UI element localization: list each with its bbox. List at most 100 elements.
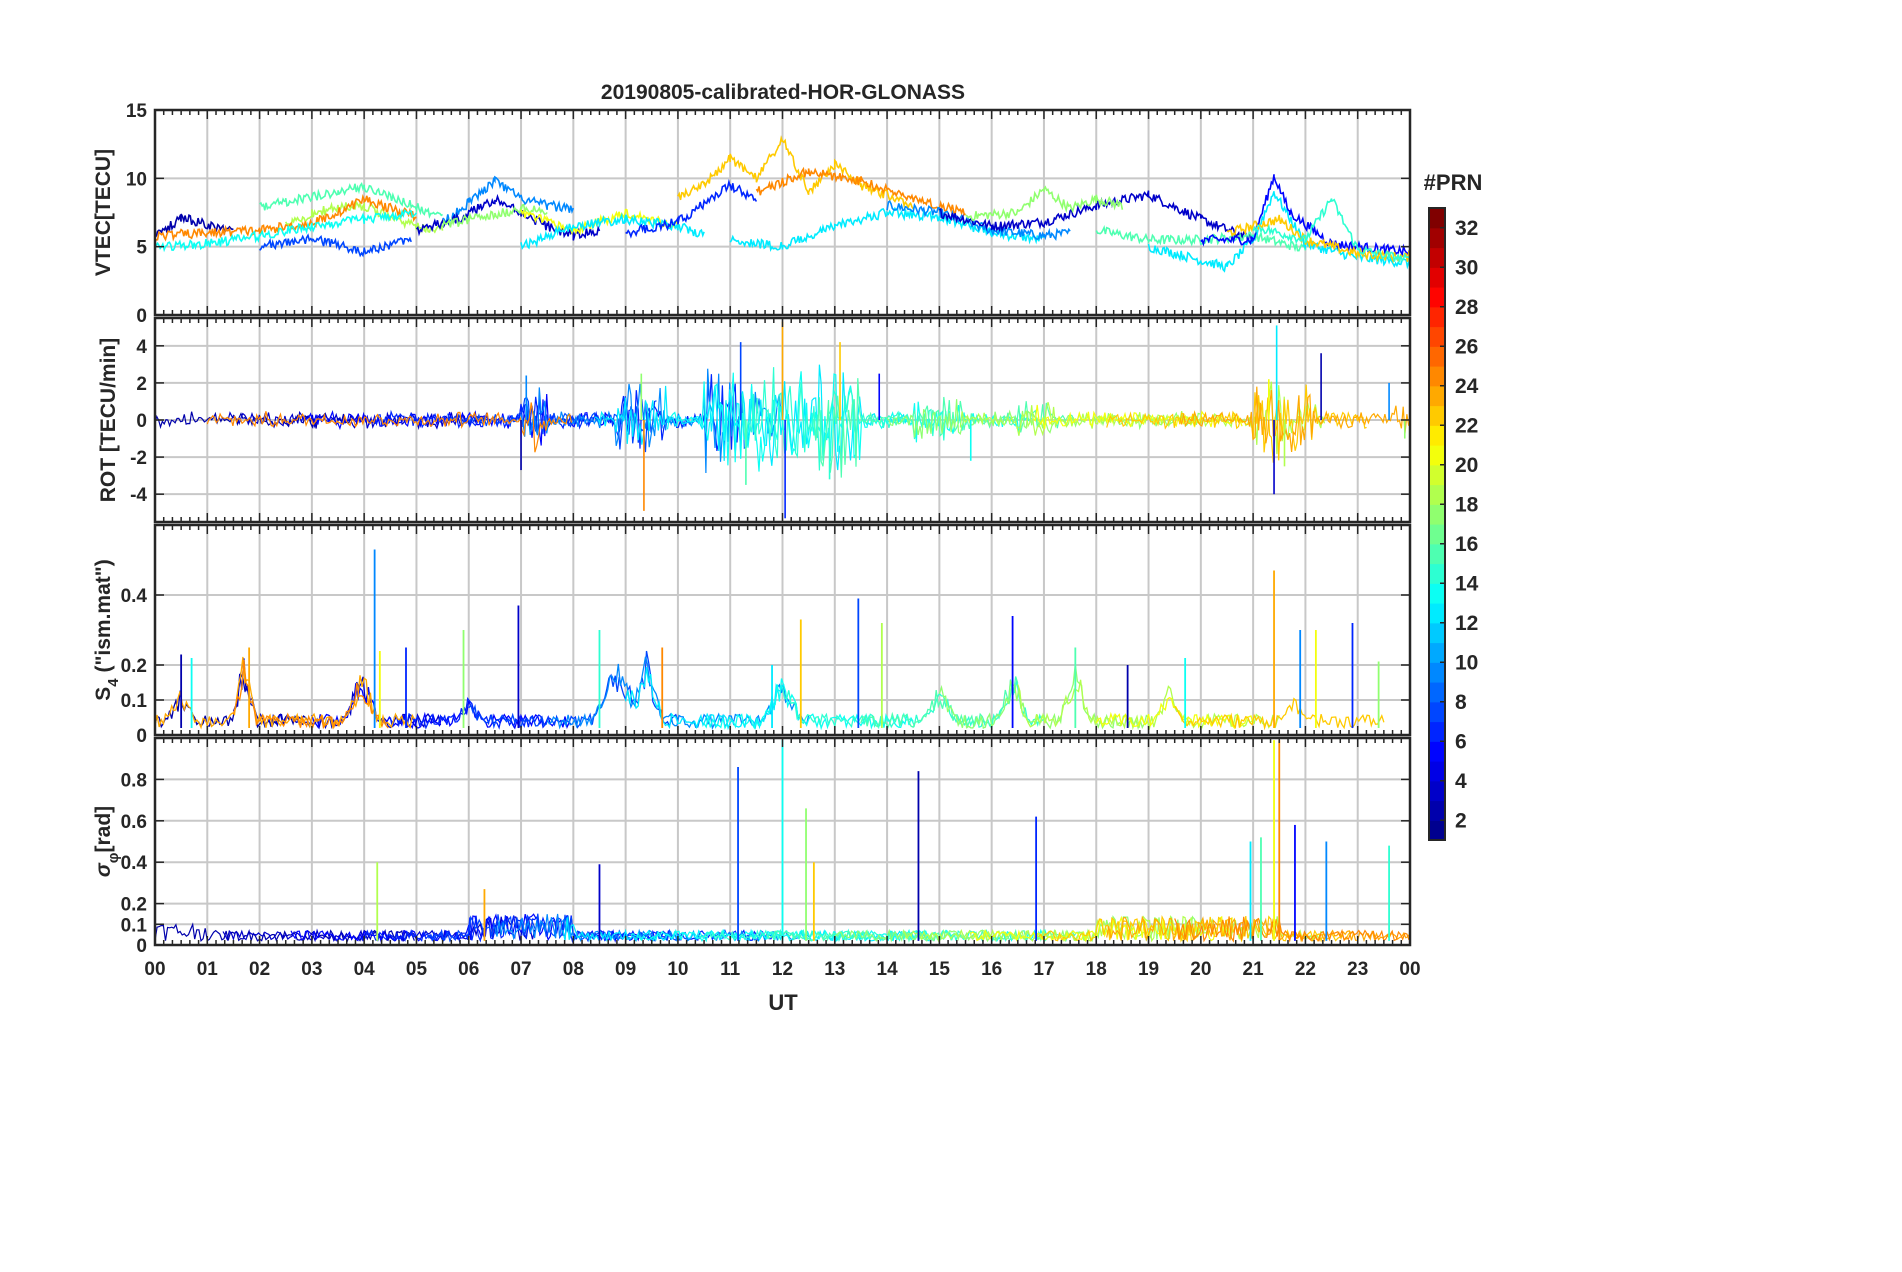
s4-series-prn17 [938,664,1149,731]
x-tick-label: 11 [720,959,741,980]
y-tick-label: 0.6 [121,812,147,833]
s4-series-prn12 [624,667,784,731]
colorbar-title: #PRN [1424,170,1483,195]
colorbar-tick-label: 16 [1455,533,1478,556]
y-tick-label: 15 [126,101,148,122]
x-tick-label: 23 [1347,959,1368,980]
colorbar-tick-label: 32 [1455,217,1478,240]
vtec-series-prn9 [886,200,1071,242]
colorbar-tick-label: 18 [1455,493,1479,516]
y-tick-label: 0 [136,411,147,432]
y-tick-label: -2 [130,448,147,469]
x-tick-label: 17 [1033,959,1054,980]
x-axis-label: UT [768,990,798,1015]
vtec-series-prn2 [155,213,234,237]
y-tick-label: 4 [136,337,147,358]
rot-series-prn22 [1106,384,1367,463]
x-tick-label: 05 [406,959,428,980]
vtec-series-prn22 [1226,214,1410,264]
y-tick-label: 2 [136,374,147,395]
x-tick-label: 00 [144,959,165,980]
colorbar-segment [1429,306,1445,328]
y-axis-label: ROT [TECU/min] [97,338,120,502]
sigma-series-prn2 [155,922,415,943]
sigma-series-prn24 [1174,916,1410,943]
vtec-series-prn13 [155,208,418,253]
colorbar-segment [1429,603,1445,624]
colorbar-tick-label: 12 [1455,612,1478,635]
x-tick-label: 22 [1295,959,1316,980]
y-tick-label: 0.4 [121,853,148,874]
colorbar-tick-label: 14 [1455,572,1479,595]
colorbar-segment [1429,326,1445,347]
colorbar-segment [1429,405,1445,426]
colorbar-segment [1429,642,1445,663]
vtec-series-prn9 [442,175,575,223]
colorbar-segment [1429,622,1445,644]
panel-vtec: 0 5 10 15 VTEC[TECU] [92,101,1412,327]
x-tick-label: 01 [197,959,219,980]
y-tick-label: -4 [130,485,147,506]
colorbar-segment [1429,208,1445,229]
y-tick-label: 0.1 [121,691,148,712]
vtec-series-prn17 [965,185,1124,222]
vtec-series-prn24 [155,194,417,242]
s4-series-prn24 [232,660,389,730]
colorbar-segment [1429,800,1445,821]
colorbar-segment [1429,741,1445,762]
colorbar-segment [1429,287,1445,308]
colorbar-segment [1429,563,1445,584]
x-tick-label: 16 [981,959,1002,980]
panel-s4: 0 0.1 0.2 0.4S4 ("ism.mat") [92,523,1412,747]
x-tick-label: 08 [563,959,584,980]
colorbar-segment [1429,464,1445,486]
y-axis-label: S4 ("ism.mat") [92,559,122,700]
colorbar-tick-label: 20 [1455,454,1478,477]
y-tick-label: 0.4 [121,586,148,607]
vtec-series-prn15 [259,182,444,219]
chart-title: 20190805-calibrated-HOR-GLONASS [601,81,965,104]
colorbar-segment [1429,721,1445,742]
s4-series-prn23 [155,656,415,730]
vtec-series-prn18 [284,199,444,234]
vtec-series-prn5 [1200,174,1410,258]
sigma-series-prn22 [1038,914,1353,943]
vtec-series-prn3 [938,190,1254,244]
y-tick-label: 0.1 [121,915,148,936]
y-tick-label: 0.8 [121,770,147,791]
s4-series-prn14 [781,679,1045,730]
colorbar-segment [1429,366,1445,387]
colorbar-segment [1429,583,1445,604]
data-lines [155,740,1410,944]
x-tick-label: 14 [877,959,899,980]
panel-sigma_phi: 00.10.2 0.4 0.6 0.8 σφ[rad] 00 01 02 03 04 05 06 07 0… [92,736,1421,980]
colorbar-segment [1429,425,1445,446]
figure: 20190805-calibrated-HOR-GLONASS 051015VT… [92,81,1483,1015]
y-tick-label: 0.2 [121,895,147,916]
y-axis-label-sub: 4 [105,678,122,687]
colorbar-segment [1429,662,1445,683]
y-tick-label: 5 [136,238,147,259]
y-tick-label: 0 [136,726,147,747]
vtec-series-prn24 [755,166,966,217]
vtec-series-prn17 [441,203,548,228]
x-tick-label: 00 [1399,959,1420,980]
s4-series-prn7 [468,650,679,731]
x-tick-label: 02 [249,959,270,980]
x-tick-label: 21 [1243,959,1265,980]
x-tick-label: 09 [615,959,636,980]
x-tick-label: 13 [824,959,845,980]
colorbar-tick-label: 2 [1455,809,1467,832]
colorbar-segment [1429,247,1445,268]
colorbar-tick-label: 4 [1455,770,1467,793]
colorbar-tick-label: 10 [1455,651,1478,674]
y-axis-label-main: S [92,687,115,701]
sigma-series-prn14 [698,928,961,942]
y-tick-label: 0.2 [121,656,147,677]
vtec-series-prn6 [625,178,758,239]
s4-series-prn18 [1017,679,1280,731]
colorbar-segment [1429,682,1445,703]
colorbar-tick-label: 26 [1455,335,1478,358]
